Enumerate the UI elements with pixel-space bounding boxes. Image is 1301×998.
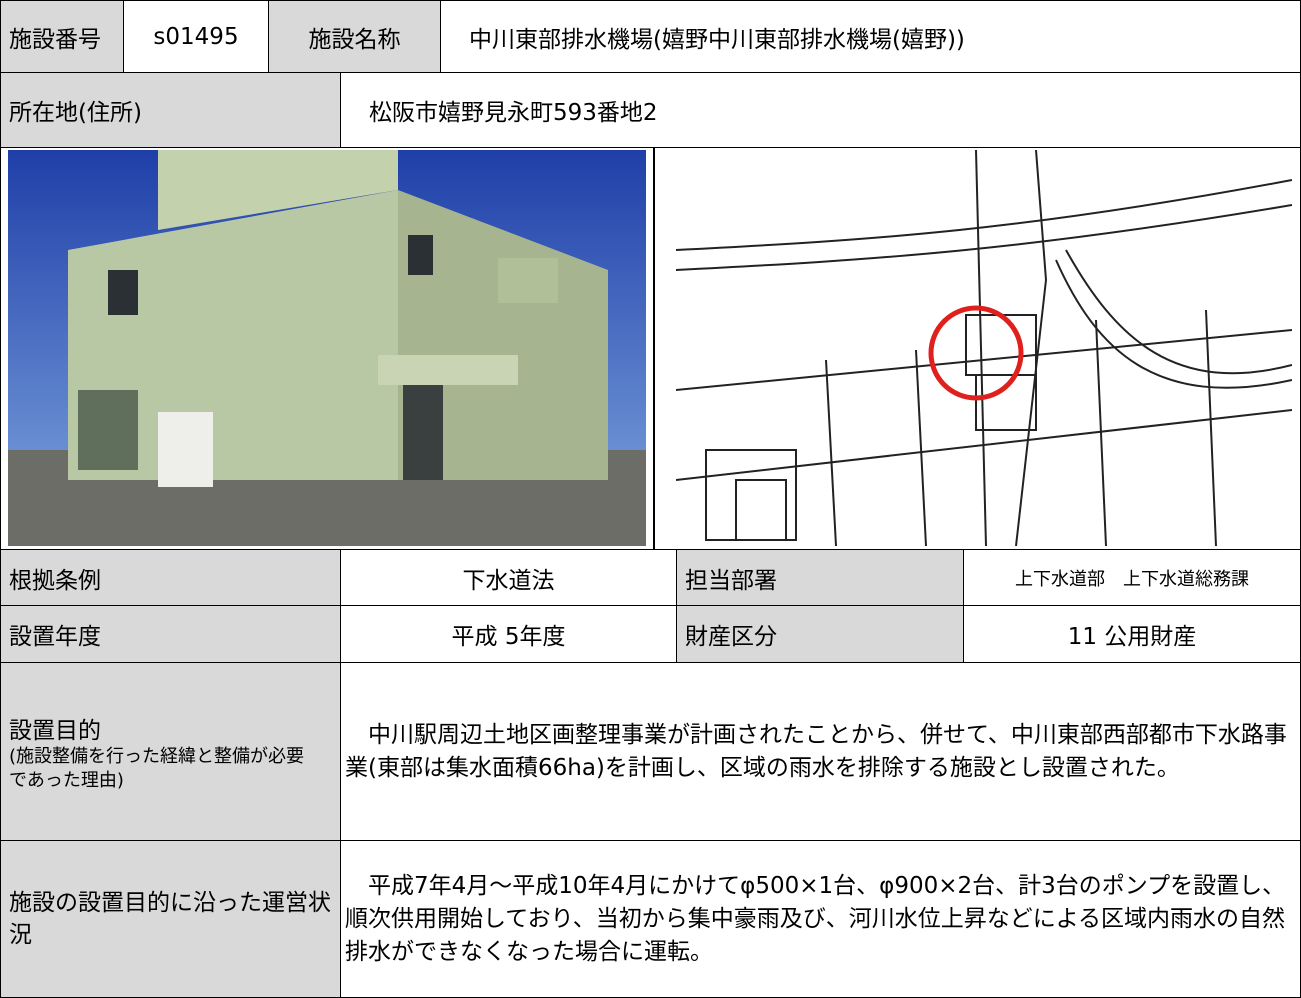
divider <box>653 147 655 550</box>
value: 中川東部排水機場(嬉野中川東部排水機場(嬉野)) <box>440 0 1301 73</box>
label: 設置年度 <box>0 605 341 663</box>
value: 松阪市嬉野見永町593番地2 <box>340 72 1301 148</box>
location-map <box>676 150 1292 546</box>
label: 施設番号 <box>0 0 124 73</box>
value: 下水道法 <box>340 549 677 606</box>
label: 財産区分 <box>676 605 964 663</box>
value: s01495 <box>123 0 269 73</box>
note: (施設整備を行った経緯と整備が必要であった理由) <box>9 745 305 791</box>
label: 根拠条例 <box>0 549 341 606</box>
text-cell: 平成7年4月～平成10年4月にかけてφ500×1台、φ900×2台、計3台のポン… <box>340 840 1301 998</box>
label: 所在地(住所) <box>0 72 341 148</box>
value: 上下水道部 上下水道総務課 <box>963 549 1301 606</box>
value: 平成 5年度 <box>340 605 677 663</box>
label: 施設名称 <box>268 0 441 73</box>
label-cell: 施設の設置目的に沿った運営状況 <box>0 840 341 998</box>
paragraph: 平成7年4月～平成10年4月にかけてφ500×1台、φ900×2台、計3台のポン… <box>345 872 1286 965</box>
label: 設置目的 <box>9 717 101 744</box>
facility-photo <box>8 150 646 546</box>
paragraph: 中川駅周辺土地区画整理事業が計画されたことから、併せて、中川東部西部都市下水路事… <box>345 721 1287 781</box>
label-cell: 設置目的 (施設整備を行った経緯と整備が必要であった理由) <box>0 662 341 841</box>
label: 担当部署 <box>676 549 964 606</box>
value: 11 公用財産 <box>963 605 1301 663</box>
text-cell: 中川駅周辺土地区画整理事業が計画されたことから、併せて、中川東部西部都市下水路事… <box>340 662 1301 841</box>
label: 施設の設置目的に沿った運営状況 <box>9 890 331 948</box>
